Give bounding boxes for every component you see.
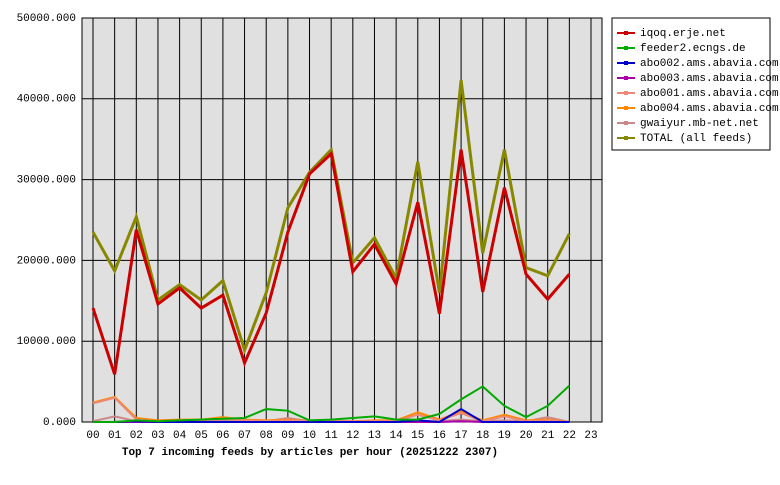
x-tick-label: 20 <box>519 430 532 442</box>
legend-label: abo001.ams.abavia.com <box>640 88 779 100</box>
legend-marker <box>624 121 628 125</box>
x-tick-label: 11 <box>325 430 339 442</box>
legend-label: abo003.ams.abavia.com <box>640 73 779 85</box>
x-tick-label: 02 <box>130 430 143 442</box>
x-tick-label: 10 <box>303 430 316 442</box>
x-tick-label: 15 <box>411 430 424 442</box>
legend-label: iqoq.erje.net <box>640 28 726 40</box>
series-line <box>93 407 570 424</box>
legend-marker <box>624 31 628 35</box>
legend-marker <box>624 136 628 140</box>
legend-marker <box>624 61 628 65</box>
y-tick-label: 20000.000 <box>17 255 76 267</box>
y-tick-label: 50000.000 <box>17 13 76 25</box>
x-tick-label: 18 <box>476 430 489 442</box>
legend-label: TOTAL (all feeds) <box>640 133 752 145</box>
series-line <box>91 149 571 375</box>
x-tick-label: 13 <box>368 430 381 442</box>
series-line <box>91 80 571 355</box>
legend-marker <box>624 91 628 95</box>
legend-marker <box>624 46 628 50</box>
x-tick-label: 12 <box>346 430 359 442</box>
x-tick-label: 14 <box>390 430 404 442</box>
x-tick-label: 06 <box>216 430 229 442</box>
x-tick-label: 23 <box>584 430 597 442</box>
chart-title: Top 7 incoming feeds by articles per hou… <box>122 447 498 459</box>
x-tick-label: 17 <box>454 430 467 442</box>
legend-marker <box>624 106 628 110</box>
y-tick-label: 10000.000 <box>17 336 76 348</box>
x-tick-label: 21 <box>541 430 555 442</box>
x-tick-label: 05 <box>195 430 208 442</box>
x-tick-label: 04 <box>173 430 187 442</box>
x-tick-label: 01 <box>108 430 122 442</box>
series-line <box>93 384 571 423</box>
legend-label: abo004.ams.abavia.com <box>640 103 779 115</box>
legend-marker <box>624 76 628 80</box>
legend-label: gwaiyur.mb-net.net <box>640 118 759 130</box>
y-tick-label: 30000.000 <box>17 175 76 187</box>
x-tick-label: 08 <box>260 430 273 442</box>
x-tick-label: 00 <box>86 430 99 442</box>
x-tick-label: 09 <box>281 430 294 442</box>
legend-box <box>611 17 771 151</box>
x-tick-label: 03 <box>151 430 164 442</box>
x-tick-label: 19 <box>498 430 511 442</box>
x-tick-label: 07 <box>238 430 251 442</box>
x-tick-label: 22 <box>563 430 576 442</box>
legend-label: abo002.ams.abavia.com <box>640 58 779 70</box>
y-tick-label: 0.000 <box>43 417 76 429</box>
x-tick-label: 16 <box>433 430 446 442</box>
legend-label: feeder2.ecngs.de <box>640 43 746 55</box>
y-tick-label: 40000.000 <box>17 94 76 106</box>
